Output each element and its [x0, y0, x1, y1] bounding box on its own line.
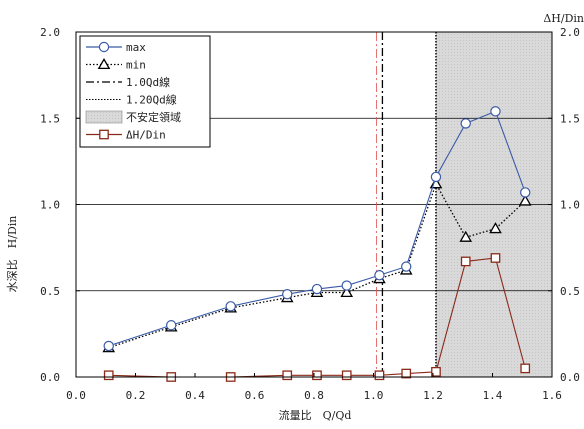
x-tick-label: 0.6: [245, 389, 265, 402]
legend-label: ΔH/Din: [126, 129, 166, 142]
legend-label: 1.0Qd線: [126, 75, 170, 89]
y-tick-label: 2.0: [40, 26, 60, 39]
x-tick-label: 1.4: [483, 389, 503, 402]
x-tick-label: 0.0: [66, 389, 86, 402]
y-tick-label: 0.0: [40, 371, 60, 384]
point-hdin: [341, 370, 352, 381]
point-max: [460, 118, 471, 129]
point-max: [225, 301, 236, 312]
y-tick-label: 1.0: [40, 199, 60, 212]
series-line-max: [108, 110, 526, 347]
point-max: [103, 340, 114, 352]
x-tick-label: 1.2: [423, 389, 443, 402]
point-max: [282, 289, 293, 300]
x-tick-label: 0.8: [304, 389, 324, 402]
x-tick-label: 0.4: [185, 389, 205, 402]
point-min: [459, 230, 473, 242]
legend-item: ΔH/Din: [86, 129, 166, 142]
point-max: [490, 106, 501, 117]
legend-item: 不安定領域: [85, 110, 181, 124]
legend-swatch: [85, 110, 123, 124]
point-hdin: [490, 253, 501, 263]
point-max: [430, 171, 442, 183]
point-max: [401, 261, 412, 272]
legend-item: 1.20Qd線: [86, 93, 177, 107]
legend-box: [79, 35, 211, 148]
point-hdin: [520, 363, 531, 374]
legend-label: 1.20Qd線: [126, 93, 177, 107]
series-line-min: [108, 182, 526, 349]
legend-marker: [97, 57, 111, 70]
legend-label: 不安定領域: [126, 110, 181, 124]
y-tick-label-right: 0.0: [560, 371, 580, 384]
y-tick-label-right: 1.0: [560, 199, 580, 212]
point-hdin: [431, 366, 441, 377]
point-hdin: [374, 370, 385, 381]
point-min: [518, 194, 532, 206]
point-min: [489, 222, 502, 234]
x-tick-label: 1.6: [542, 389, 562, 402]
point-hdin: [282, 370, 293, 381]
point-max: [165, 320, 177, 331]
point-max: [520, 187, 531, 198]
x-tick-label: 1.0: [364, 389, 384, 402]
point-hdin: [460, 256, 471, 267]
y-axis-label-left: 水深比 H/Din: [6, 216, 19, 293]
point-max: [311, 283, 323, 295]
point-hdin: [103, 370, 114, 381]
legend-item: min: [86, 57, 146, 72]
y-tick-label: 0.5: [40, 285, 60, 298]
x-tick-label: 0.2: [126, 389, 146, 402]
y-tick-label-right: 0.5: [560, 285, 580, 298]
legend-marker: [99, 129, 109, 140]
legend-label: min: [126, 59, 146, 72]
point-max: [374, 270, 385, 281]
y-axis-label-right: ΔH/Din: [543, 12, 584, 25]
point-hdin: [312, 370, 322, 381]
point-max: [341, 280, 352, 291]
legend-item: 1.0Qd線: [86, 75, 170, 89]
y-tick-label-right: 1.5: [560, 112, 580, 125]
point-hdin: [401, 368, 412, 379]
y-tick-label-right: 2.0: [560, 26, 580, 39]
legend-item: max: [86, 41, 146, 54]
legend-label: max: [126, 41, 146, 54]
legend-marker: [98, 41, 110, 53]
x-axis-label: 流量比 Q/Qd: [279, 408, 352, 422]
y-tick-label: 1.5: [40, 112, 60, 125]
point-min: [340, 285, 354, 298]
